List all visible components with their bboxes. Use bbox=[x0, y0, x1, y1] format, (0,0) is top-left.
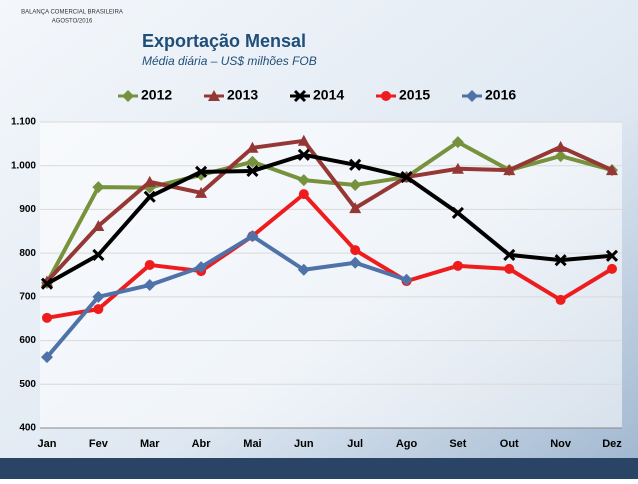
data-point bbox=[195, 165, 208, 178]
data-point bbox=[246, 155, 259, 168]
x-tick-label: Set bbox=[449, 438, 466, 450]
y-tick-label: 500 bbox=[19, 379, 36, 390]
data-point bbox=[298, 189, 309, 200]
y-tick-label: 1.000 bbox=[11, 160, 36, 171]
x-tick-label: Abr bbox=[192, 438, 212, 450]
x-tick-label: Ago bbox=[396, 438, 418, 450]
marker-cross bbox=[349, 158, 362, 171]
series-line bbox=[46, 192, 614, 320]
x-tick-label: Jun bbox=[294, 438, 314, 450]
marker-cross bbox=[293, 89, 307, 103]
marker-cross bbox=[297, 148, 310, 161]
data-point bbox=[554, 140, 567, 152]
data-point bbox=[144, 259, 155, 270]
legend-marker bbox=[208, 90, 220, 101]
header-line: AGOSTO/2016 bbox=[52, 19, 93, 25]
x-tick-label: Nov bbox=[550, 438, 572, 450]
data-point bbox=[451, 162, 464, 174]
data-point bbox=[349, 202, 362, 214]
data-point bbox=[41, 351, 53, 364]
x-tick-label: Jan bbox=[38, 438, 57, 450]
data-point bbox=[92, 248, 105, 261]
x-tick-label: Mar bbox=[140, 438, 160, 450]
series-line bbox=[46, 152, 613, 286]
data-point bbox=[451, 206, 464, 219]
header-line: BALANÇA COMERCIAL BRASILEIRA bbox=[21, 10, 123, 16]
y-tick-label: 1.100 bbox=[11, 117, 36, 128]
chart-title: Exportação Mensal bbox=[142, 31, 306, 51]
footer-band bbox=[0, 458, 638, 479]
data-point bbox=[93, 304, 104, 315]
marker-cross bbox=[451, 206, 464, 219]
marker-cross bbox=[143, 190, 156, 203]
legend-label: 2015 bbox=[399, 87, 430, 103]
data-point bbox=[350, 245, 361, 256]
series-line bbox=[45, 138, 613, 283]
data-point bbox=[555, 294, 566, 305]
marker-cross bbox=[554, 254, 567, 267]
data-point bbox=[606, 164, 618, 176]
marker-cross bbox=[503, 248, 516, 261]
data-point bbox=[504, 263, 515, 274]
marker-cross bbox=[195, 165, 208, 178]
x-tick-label: Fev bbox=[89, 438, 109, 450]
data-point bbox=[42, 312, 52, 323]
x-tick-label: Out bbox=[500, 438, 519, 450]
y-tick-label: 400 bbox=[19, 423, 36, 434]
data-point bbox=[554, 150, 567, 163]
marker-cross bbox=[400, 171, 413, 184]
plot-area bbox=[40, 122, 622, 428]
legend-marker bbox=[466, 90, 478, 102]
data-point bbox=[349, 178, 362, 191]
chart-subtitle: Média diária – US$ milhões FOB bbox=[142, 54, 317, 68]
data-point bbox=[452, 260, 463, 271]
x-tick-label: Dez bbox=[602, 438, 622, 450]
data-point bbox=[143, 190, 156, 203]
data-point bbox=[451, 136, 464, 149]
y-tick-label: 800 bbox=[19, 248, 36, 259]
data-point bbox=[297, 134, 310, 146]
data-point bbox=[246, 230, 259, 243]
data-point bbox=[40, 277, 54, 290]
y-tick-label: 600 bbox=[19, 335, 36, 346]
x-tick-label: Jul bbox=[347, 438, 363, 450]
legend-label: 2014 bbox=[313, 87, 344, 103]
legend-marker bbox=[122, 90, 134, 102]
legend-marker bbox=[381, 91, 391, 101]
marker-cross bbox=[246, 164, 259, 178]
legend-marker bbox=[293, 89, 307, 103]
marker-cross bbox=[40, 277, 54, 290]
marker-cross bbox=[92, 248, 105, 261]
data-point bbox=[195, 186, 208, 198]
legend-label: 2016 bbox=[485, 87, 516, 103]
data-point bbox=[143, 279, 156, 292]
data-point bbox=[195, 261, 208, 274]
data-point bbox=[246, 164, 259, 178]
data-point bbox=[503, 164, 516, 176]
data-point bbox=[143, 175, 156, 187]
data-point bbox=[400, 273, 413, 286]
data-point bbox=[297, 263, 310, 276]
data-point bbox=[503, 248, 516, 261]
series-line bbox=[45, 234, 408, 359]
x-tick-label: Mai bbox=[243, 438, 261, 450]
data-point bbox=[246, 141, 259, 153]
data-point bbox=[92, 181, 105, 194]
data-point bbox=[349, 158, 362, 171]
y-tick-label: 700 bbox=[19, 291, 36, 302]
marker-cross bbox=[605, 249, 619, 262]
data-point bbox=[605, 249, 619, 262]
legend-label: 2013 bbox=[227, 87, 258, 103]
data-point bbox=[297, 148, 310, 161]
data-point bbox=[607, 263, 617, 274]
data-point bbox=[297, 174, 310, 187]
data-point bbox=[92, 290, 105, 303]
data-point bbox=[92, 220, 105, 232]
y-tick-label: 900 bbox=[19, 204, 36, 215]
data-point bbox=[400, 171, 413, 184]
legend-label: 2012 bbox=[141, 87, 172, 103]
data-point bbox=[349, 256, 362, 269]
data-point bbox=[554, 254, 567, 267]
